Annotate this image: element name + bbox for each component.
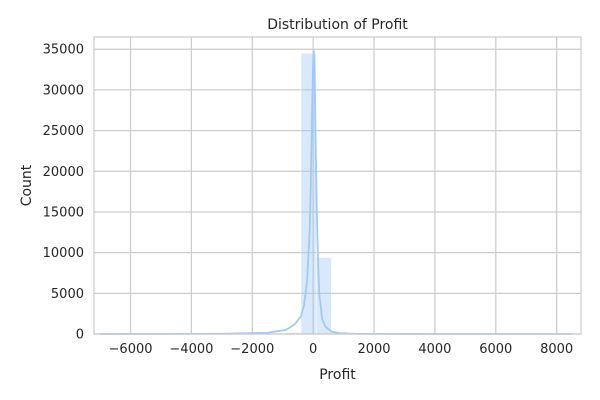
kde-layer bbox=[100, 49, 572, 335]
x-tick-label: 4000 bbox=[418, 342, 451, 357]
x-tick-label: −2000 bbox=[230, 342, 274, 357]
y-tick-label: 15000 bbox=[43, 205, 84, 220]
x-tick-label: −6000 bbox=[109, 342, 153, 357]
plot-frame bbox=[93, 36, 582, 335]
x-tick-label: −4000 bbox=[169, 342, 213, 357]
x-tick-label: 2000 bbox=[357, 342, 390, 357]
y-axis-label: Count bbox=[19, 164, 35, 206]
y-tick-label: 30000 bbox=[43, 83, 84, 98]
y-tick-label: 25000 bbox=[43, 124, 84, 139]
grid-layer bbox=[94, 37, 581, 335]
x-tick-labels: −6000 −4000 −2000 0 2000 4000 6000 8000 bbox=[109, 342, 574, 357]
histogram-bar bbox=[300, 53, 317, 335]
x-tick-label: 6000 bbox=[479, 342, 512, 357]
y-tick-labels: 0 5000 10000 15000 20000 25000 30000 35000 bbox=[43, 43, 84, 343]
y-tick-label: 35000 bbox=[43, 43, 84, 58]
x-tick-label: 0 bbox=[309, 342, 317, 357]
x-tick-label: 8000 bbox=[540, 342, 573, 357]
y-tick-label: 10000 bbox=[43, 246, 84, 261]
y-tick-label: 0 bbox=[76, 328, 84, 343]
chart-title: Distribution of Profit bbox=[267, 17, 408, 33]
y-tick-label: 20000 bbox=[43, 165, 84, 180]
bars-layer bbox=[112, 53, 576, 335]
x-axis-label: Profit bbox=[319, 367, 356, 383]
y-tick-label: 5000 bbox=[51, 287, 84, 302]
kde-line bbox=[100, 49, 572, 335]
